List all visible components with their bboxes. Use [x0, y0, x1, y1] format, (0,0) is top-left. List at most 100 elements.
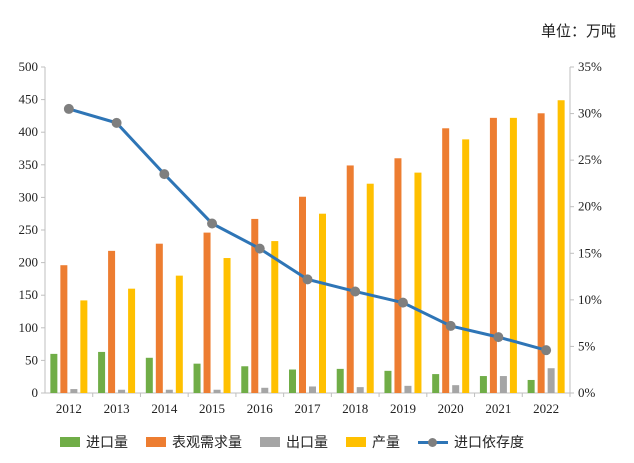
bar — [336, 368, 344, 393]
line-point — [63, 103, 74, 114]
bar — [261, 387, 269, 393]
y-left-tick-label: 150 — [19, 287, 39, 302]
bar — [241, 366, 249, 393]
bar — [289, 369, 296, 393]
chart-tick-labels: 0 50 100 150 200 250 300 350 400 450 500 0% 5% 10% 15%… — [19, 59, 603, 416]
bar — [537, 113, 545, 394]
bar — [462, 139, 470, 393]
y-right-tick-label: 25% — [578, 152, 602, 167]
legend-line-swatch — [418, 437, 448, 447]
bar — [108, 250, 116, 393]
y-right-tick-label: 15% — [578, 245, 602, 260]
x-tick-label: 2019 — [390, 401, 416, 416]
bar — [70, 389, 78, 393]
legend: 进口量 表观需求量 出口量 产量 进口依存度 — [60, 432, 620, 452]
x-tick-label: 2022 — [533, 401, 559, 416]
bar — [346, 165, 354, 393]
legend-item: 进口依存度 — [418, 432, 524, 452]
x-tick-label: 2017 — [295, 401, 322, 416]
x-tick-label: 2021 — [485, 401, 511, 416]
chart-line-series — [63, 103, 552, 356]
line-point — [397, 297, 408, 308]
y-left-tick-label: 350 — [19, 157, 39, 172]
y-left-tick-label: 500 — [19, 59, 39, 74]
unit-label: 单位：万吨 — [540, 22, 616, 40]
x-tick-label: 2013 — [104, 401, 130, 416]
bar — [527, 379, 535, 393]
y-right-tick-label: 30% — [578, 106, 602, 121]
bar — [442, 128, 450, 393]
bar — [193, 363, 201, 393]
y-left-tick-label: 0 — [32, 385, 39, 400]
bar — [366, 183, 374, 393]
series-line — [68, 107, 547, 352]
bar — [319, 213, 326, 393]
bar — [213, 389, 221, 393]
y-right-tick-label: 0% — [578, 385, 596, 400]
x-tick-label: 2015 — [199, 401, 225, 416]
line-point — [254, 243, 265, 254]
y-left-tick-label: 100 — [19, 320, 39, 335]
x-tick-label: 2016 — [247, 401, 274, 416]
y-left-tick-label: 450 — [19, 92, 39, 107]
bar — [384, 370, 392, 393]
bar — [60, 265, 68, 393]
y-right-tick-label: 35% — [578, 59, 602, 74]
x-tick-label: 2012 — [56, 401, 82, 416]
legend-swatch — [260, 437, 280, 447]
bar — [509, 117, 517, 393]
line-point — [302, 274, 313, 285]
legend-item: 表观需求量 — [146, 432, 242, 452]
legend-item: 进口量 — [60, 432, 128, 452]
bar — [118, 389, 126, 393]
legend-label: 进口量 — [86, 435, 128, 451]
bar — [128, 288, 136, 393]
line-point — [111, 117, 122, 128]
bar — [394, 158, 402, 393]
legend-swatch — [346, 437, 366, 447]
legend-swatch — [60, 437, 80, 447]
bar — [404, 385, 412, 393]
bar — [145, 357, 153, 393]
y-left-tick-label: 250 — [19, 222, 39, 237]
legend-label: 产量 — [372, 435, 400, 451]
x-tick-label: 2014 — [151, 401, 178, 416]
legend-swatch — [146, 437, 166, 447]
bar — [499, 376, 507, 393]
legend-label: 表观需求量 — [172, 435, 242, 451]
bar — [414, 172, 422, 393]
legend-item: 产量 — [346, 432, 400, 452]
bar — [98, 351, 106, 393]
y-left-tick-label: 400 — [19, 124, 39, 139]
chart-bars — [50, 100, 565, 394]
bar — [50, 353, 58, 393]
line-point — [541, 345, 552, 356]
bar — [271, 241, 279, 393]
line-point — [445, 320, 456, 331]
bar — [223, 258, 231, 393]
bar — [489, 117, 497, 393]
bar — [432, 374, 440, 393]
line-point — [493, 332, 504, 343]
y-right-tick-label: 20% — [578, 199, 602, 214]
line-point — [350, 286, 361, 297]
legend-label: 进口依存度 — [454, 435, 524, 451]
y-left-tick-label: 50 — [25, 352, 38, 367]
bar — [309, 386, 316, 393]
legend-label: 出口量 — [286, 435, 328, 451]
bar — [80, 300, 88, 393]
line-point — [159, 169, 170, 180]
line-point — [207, 218, 218, 229]
bar — [155, 243, 163, 393]
y-left-tick-label: 200 — [19, 255, 39, 270]
bar — [203, 232, 211, 393]
bar — [251, 218, 259, 393]
y-right-tick-label: 10% — [578, 292, 602, 307]
bar — [547, 368, 555, 393]
bar — [299, 196, 306, 393]
y-left-tick-label: 300 — [19, 189, 39, 204]
bar — [356, 387, 364, 393]
x-tick-label: 2020 — [438, 401, 464, 416]
y-right-tick-label: 5% — [578, 338, 596, 353]
